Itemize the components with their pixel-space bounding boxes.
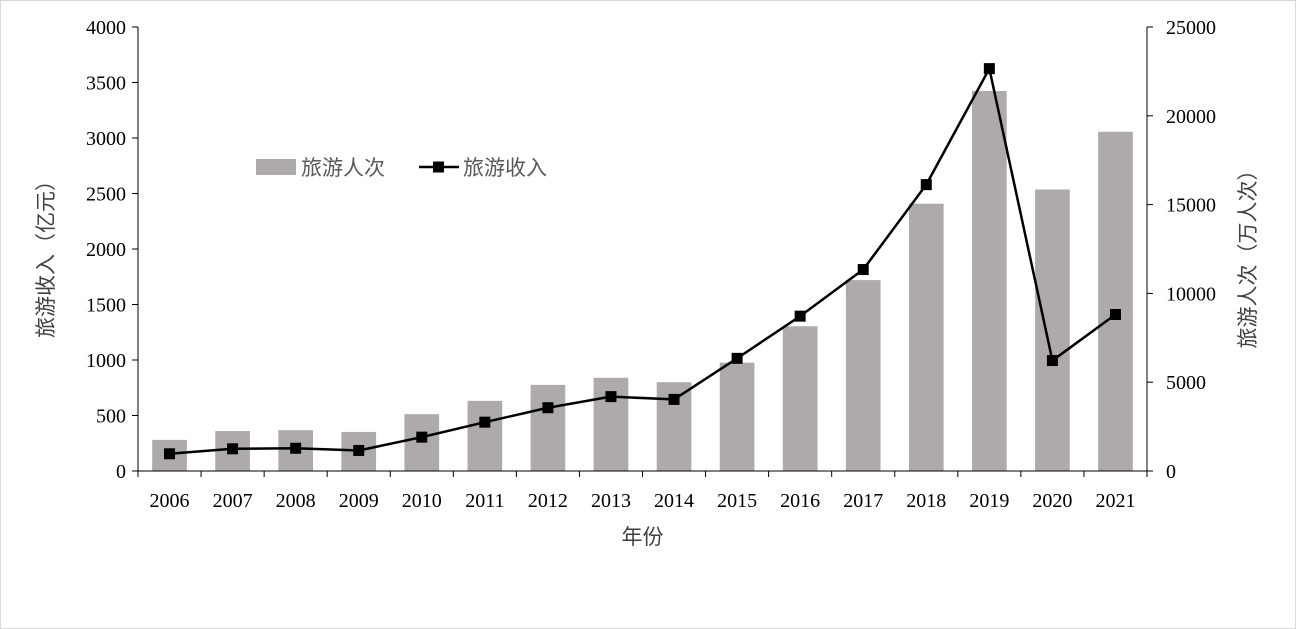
right-tick-label: 0	[1166, 461, 1176, 483]
legend-bar-label: 旅游人次	[301, 156, 385, 180]
right-tick-label: 15000	[1166, 195, 1216, 217]
x-tick-label: 2010	[402, 490, 442, 512]
right-tick-label: 20000	[1166, 106, 1216, 128]
line-point-2007	[227, 443, 239, 455]
x-tick-label: 2020	[1032, 490, 1072, 512]
line-point-2015	[731, 352, 743, 364]
left-tick-label: 4000	[86, 17, 126, 39]
line-point-2009	[353, 444, 365, 456]
right-tick-label: 10000	[1166, 283, 1216, 305]
legend-bar-swatch	[256, 159, 296, 175]
line-point-2010	[416, 431, 428, 443]
x-tick-label: 2006	[150, 490, 190, 512]
x-ticks: 2006 2007 2008 2009 2010 2011 2012 2013 2014 2015…	[137, 471, 1148, 512]
x-tick-label: 2017	[843, 490, 883, 512]
bar-2011	[467, 400, 503, 471]
bar-2020	[1035, 189, 1070, 471]
x-tick-label: 2015	[717, 490, 757, 512]
bar-2019	[972, 90, 1007, 471]
line-point-2020	[1046, 355, 1058, 367]
x-tick-label: 2018	[906, 490, 946, 512]
bar-2017	[845, 280, 881, 471]
x-tick-label: 2007	[213, 490, 253, 512]
left-y-ticks: 0 500 1000 1500 2000 2500 3000 3500 4000	[86, 17, 138, 483]
x-tick-label: 2009	[339, 490, 379, 512]
x-tick-label: 2014	[654, 490, 694, 512]
x-tick-label: 2016	[780, 490, 820, 512]
line-point-2017	[857, 264, 869, 276]
left-tick-label: 2500	[86, 184, 126, 206]
line-point-2008	[290, 442, 302, 454]
bar-series	[152, 90, 1133, 471]
left-tick-label: 2000	[86, 239, 126, 261]
bar-2021	[1098, 131, 1133, 471]
right-tick-label: 5000	[1166, 372, 1206, 394]
legend-line-label: 旅游收入	[463, 156, 547, 180]
line-point-2014	[668, 393, 680, 405]
left-tick-label: 1000	[86, 350, 126, 372]
x-tick-label: 2012	[528, 490, 568, 512]
legend: 旅游人次 旅游收入	[256, 156, 547, 180]
left-tick-label: 0	[116, 461, 126, 483]
x-tick-label: 2013	[591, 490, 631, 512]
right-tick-label: 25000	[1166, 17, 1216, 39]
left-y-axis-title: 旅游收入（亿元）	[34, 170, 58, 338]
x-tick-label: 2011	[465, 490, 504, 512]
right-y-ticks: 0 5000 10000 15000 20000 25000	[1147, 17, 1216, 483]
left-tick-label: 3000	[86, 128, 126, 150]
line-series	[164, 63, 1121, 460]
line-point-2018	[920, 179, 932, 191]
x-tick-label: 2021	[1095, 490, 1135, 512]
line-point-2019	[983, 63, 995, 75]
bar-2015	[719, 362, 755, 471]
left-tick-label: 1500	[86, 295, 126, 317]
bar-2016	[782, 326, 818, 471]
line-point-2021	[1109, 308, 1121, 320]
left-tick-label: 500	[96, 406, 126, 428]
bar-2018	[908, 203, 944, 471]
line-point-2013	[605, 391, 617, 403]
right-y-axis-title: 旅游人次（万人次）	[1236, 160, 1260, 349]
legend-line-marker	[433, 161, 444, 173]
income-line	[169, 67, 1117, 456]
line-point-2006	[164, 448, 176, 460]
left-tick-label: 3500	[86, 73, 126, 95]
bar-2012	[530, 384, 566, 471]
line-point-2016	[794, 310, 806, 322]
x-tick-label: 2008	[276, 490, 316, 512]
line-point-2011	[479, 416, 491, 428]
x-tick-label: 2019	[969, 490, 1009, 512]
x-axis-title: 年份	[622, 525, 664, 549]
line-point-2012	[542, 402, 554, 414]
